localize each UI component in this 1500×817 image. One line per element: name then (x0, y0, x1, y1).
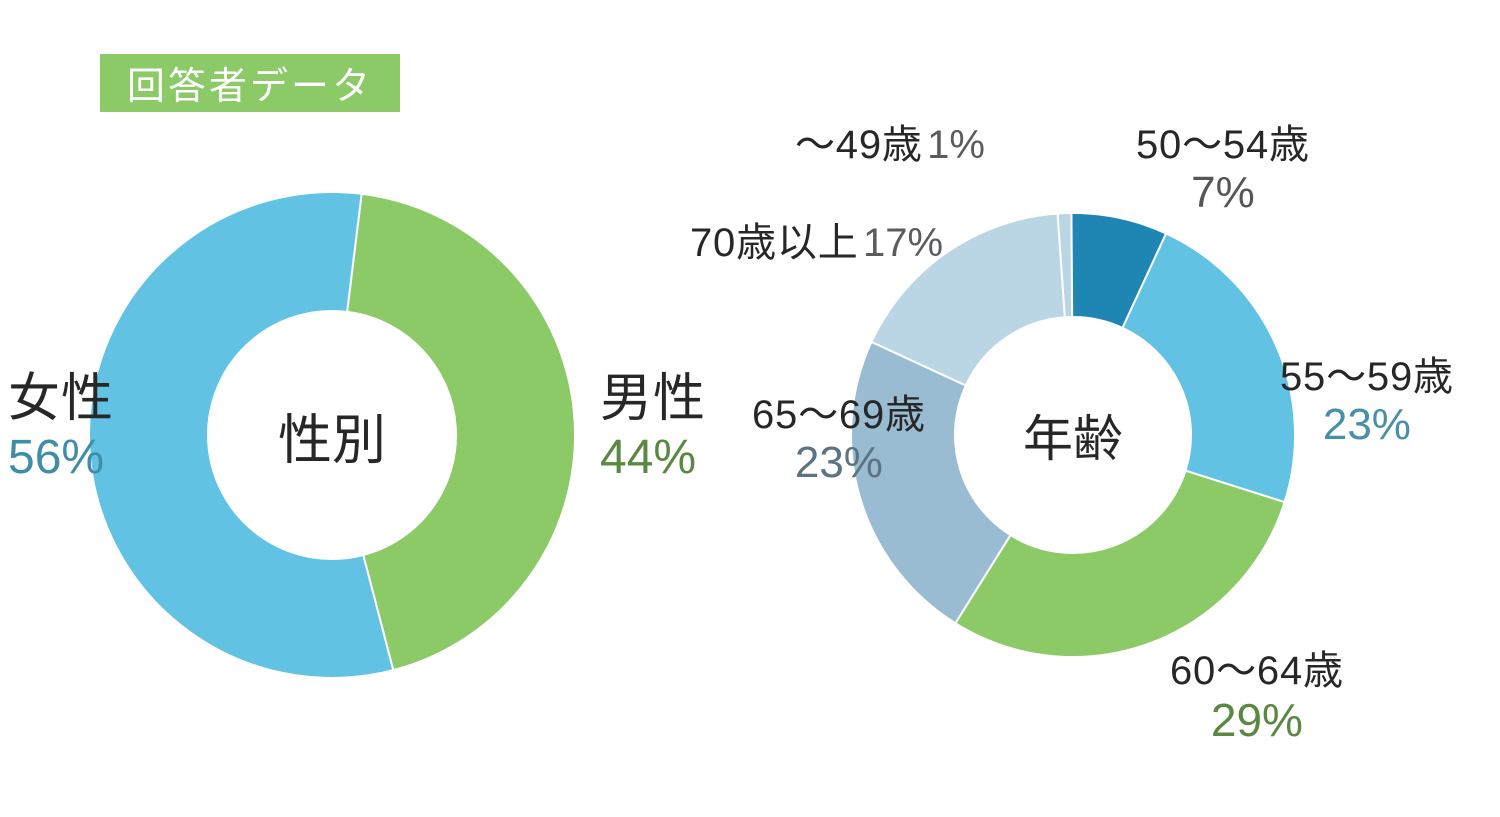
age-label-value-5: 17% (863, 221, 943, 265)
gender-label-value-0: 44% (600, 431, 696, 484)
age-center-label: 年齢 (1023, 399, 1123, 471)
age-center-text: 年齢 (1023, 411, 1123, 467)
gender-center-text: 性別 (278, 411, 386, 471)
age-label-3: 60〜64歳29% (1170, 648, 1344, 747)
age-segment-2 (1122, 233, 1295, 502)
age-label-value-2: 23% (1323, 400, 1411, 449)
age-label-name-1: 50〜54歳 (1136, 123, 1310, 167)
age-label-value-4: 23% (795, 438, 883, 487)
age-label-name-2: 55〜59歳 (1280, 355, 1454, 399)
age-segment-3 (955, 471, 1284, 657)
age-label-4: 65〜69歳23% (752, 392, 926, 489)
age-label-name-0: 〜49歳 (795, 123, 923, 167)
age-label-1: 50〜54歳7% (1136, 122, 1310, 219)
gender-center-label: 性別 (278, 396, 386, 475)
age-label-2: 55〜59歳23% (1280, 354, 1454, 451)
age-label-value-0: 1% (927, 123, 985, 167)
gender-label-value-1: 56% (8, 431, 104, 484)
gender-label-name-1: 女性 (8, 370, 114, 428)
age-label-value-1: 7% (1191, 168, 1255, 217)
age-label-name-5: 70歳以上 (690, 221, 859, 265)
title-badge: 回答者データ (100, 54, 400, 112)
age-label-0: 〜49歳 1% (795, 122, 985, 168)
title-text: 回答者データ (127, 55, 373, 110)
age-label-value-3: 29% (1211, 694, 1303, 746)
age-label-name-3: 60〜64歳 (1170, 649, 1344, 693)
gender-label-1: 女性56% (8, 370, 114, 485)
gender-chart: 性別 (89, 192, 575, 678)
age-label-name-4: 65〜69歳 (752, 393, 926, 437)
gender-label-name-0: 男性 (600, 370, 706, 428)
gender-label-0: 男性44% (600, 370, 706, 485)
age-label-5: 70歳以上 17% (690, 220, 943, 266)
